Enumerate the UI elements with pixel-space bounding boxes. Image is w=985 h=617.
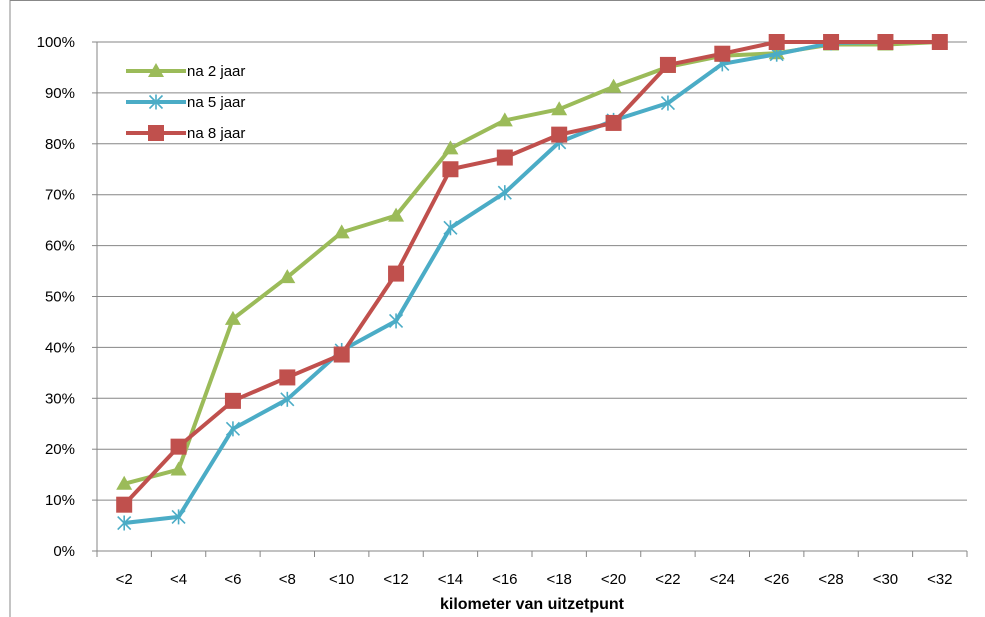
y-tick-label: 20% xyxy=(45,441,75,458)
y-tick-label: 90% xyxy=(45,85,75,102)
y-tick-label: 10% xyxy=(45,492,75,509)
data-point xyxy=(116,496,133,513)
legend-marker xyxy=(148,125,164,141)
data-point xyxy=(660,95,676,111)
y-tick-label: 50% xyxy=(45,289,75,306)
data-point xyxy=(443,220,458,236)
y-tick-label: 70% xyxy=(45,187,75,204)
series-na-8-jaar xyxy=(116,34,948,513)
data-point xyxy=(170,461,187,476)
data-point xyxy=(605,78,622,93)
x-tick-label: <2 xyxy=(116,571,133,588)
data-point xyxy=(117,515,132,531)
legend-label: na 5 jaar xyxy=(187,94,245,111)
x-tick-label: <12 xyxy=(383,571,408,588)
x-tick-label: <18 xyxy=(546,571,571,588)
legend-marker xyxy=(148,94,164,110)
x-tick-label: <28 xyxy=(818,571,843,588)
y-tick-label: 40% xyxy=(45,339,75,356)
y-tick-label: 30% xyxy=(45,390,75,407)
x-tick-label: <6 xyxy=(224,571,241,588)
data-point xyxy=(714,45,731,62)
x-tick-label: <26 xyxy=(764,571,789,588)
x-tick-label: <16 xyxy=(492,571,517,588)
data-point xyxy=(388,313,404,329)
data-point xyxy=(931,34,948,50)
series-line xyxy=(122,40,940,507)
y-tick-label: 0% xyxy=(53,543,75,560)
data-point xyxy=(333,224,350,239)
x-tick-label: <20 xyxy=(601,571,626,588)
gridlines xyxy=(97,41,967,501)
data-point xyxy=(496,112,513,127)
data-point xyxy=(333,346,350,363)
series-line xyxy=(123,40,940,525)
x-tick-label: <22 xyxy=(655,571,680,588)
data-point xyxy=(171,509,186,525)
data-point xyxy=(388,207,405,222)
y-tick-label: 80% xyxy=(45,136,75,153)
data-point xyxy=(442,161,459,178)
x-axis-ticks: <2 <4 <6 <8 <10 <12 <14 <16 <18 <20 <22 <24 <26 <28 <3… xyxy=(96,551,968,588)
data-point xyxy=(823,34,840,50)
series-line xyxy=(123,40,940,486)
data-point xyxy=(496,149,513,166)
x-tick-label: <14 xyxy=(438,571,463,588)
x-tick-label: <30 xyxy=(873,571,898,588)
data-series xyxy=(116,34,948,531)
legend-item: na 2 jaar xyxy=(126,63,245,80)
legend-item: na 8 jaar xyxy=(126,125,245,142)
legend: na 2 jaar na 5 jaar na 8 jaar xyxy=(126,63,245,142)
data-point xyxy=(280,391,295,407)
data-point xyxy=(877,34,894,50)
x-axis-title: kilometer van uitzetpunt xyxy=(440,596,625,613)
x-tick-label: <24 xyxy=(710,571,735,588)
y-tick-label: 60% xyxy=(45,238,75,255)
data-point xyxy=(388,265,405,282)
data-point xyxy=(224,392,241,409)
data-point xyxy=(225,421,241,437)
data-point xyxy=(224,310,241,325)
data-point xyxy=(768,34,785,50)
y-tick-label: 100% xyxy=(37,34,75,51)
legend-marker xyxy=(148,63,164,77)
data-point xyxy=(442,140,459,155)
data-point xyxy=(605,114,622,131)
x-tick-label: <8 xyxy=(279,571,296,588)
data-point xyxy=(551,126,568,143)
data-point xyxy=(170,438,187,455)
x-tick-label: <10 xyxy=(329,571,354,588)
x-tick-label: <4 xyxy=(170,571,187,588)
data-point xyxy=(659,56,676,73)
y-axis-ticks: 0% 10% 20% 30% 40% 50% 60% 70% 80% 90% 100% xyxy=(37,34,97,560)
data-point xyxy=(116,475,133,490)
legend-label: na 8 jaar xyxy=(187,125,245,142)
x-tick-label: <32 xyxy=(927,571,952,588)
data-point xyxy=(279,269,296,284)
legend-label: na 2 jaar xyxy=(187,63,245,80)
data-point xyxy=(551,101,568,116)
data-point xyxy=(497,185,512,201)
legend-item: na 5 jaar xyxy=(126,94,245,111)
data-point xyxy=(279,369,296,386)
